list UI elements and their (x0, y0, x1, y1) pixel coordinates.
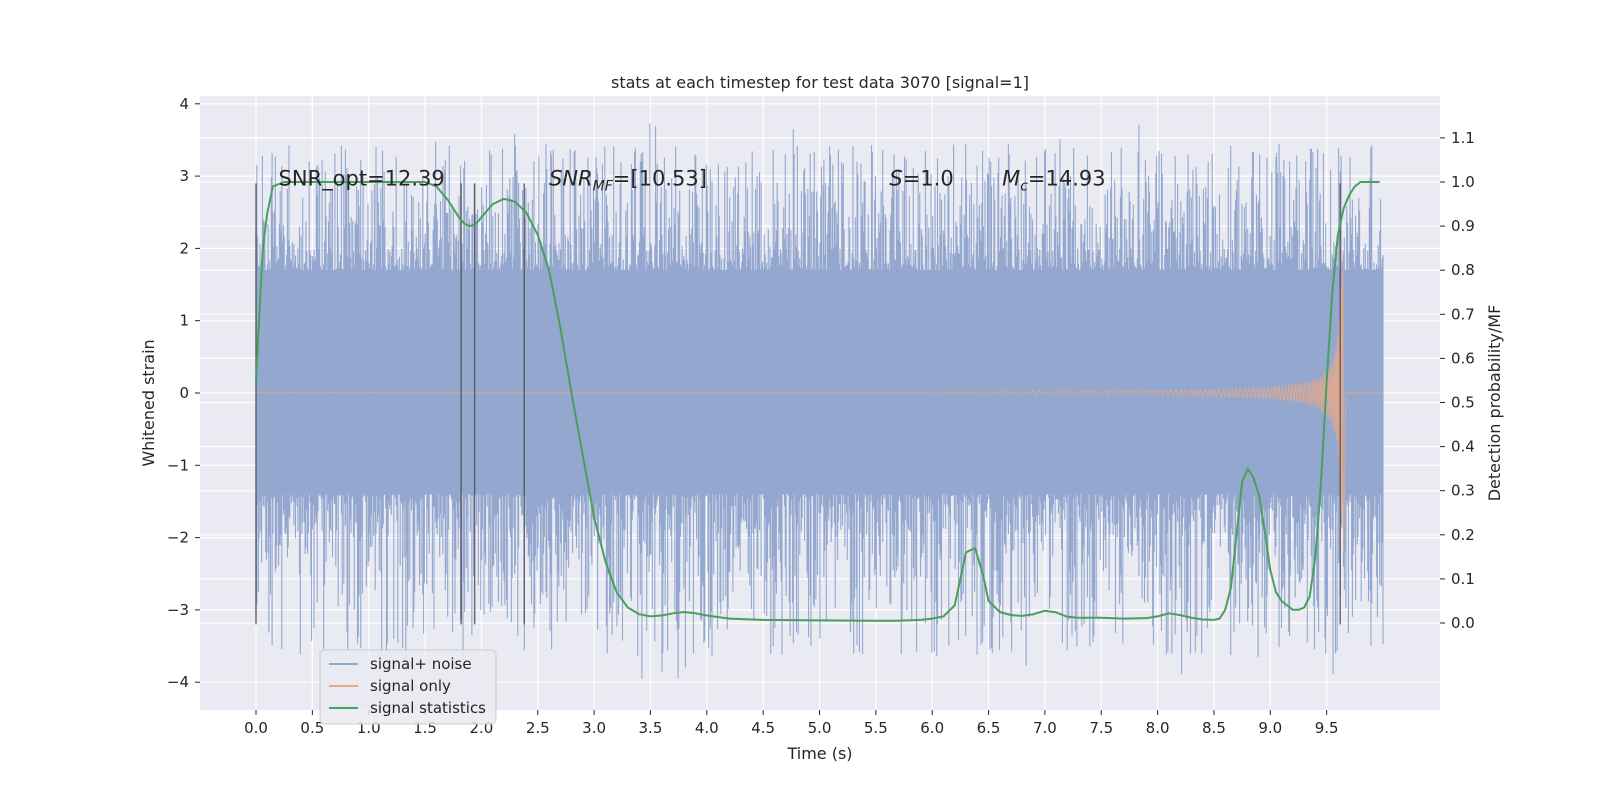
y-tick-label: −4 (167, 673, 189, 691)
x-tick-label: 4.0 (695, 719, 719, 737)
annotation-2: S=1.0 (889, 166, 953, 190)
y-right-tick-label: 0.3 (1451, 482, 1475, 500)
annotation-1: SNRMF=[10.53] (549, 166, 707, 194)
x-tick-label: 5.0 (808, 719, 832, 737)
y-right-tick-label: 0.7 (1451, 305, 1475, 323)
x-axis-label: Time (s) (786, 744, 852, 763)
legend-label-stats: signal statistics (370, 699, 486, 717)
x-tick-label: 9.0 (1258, 719, 1282, 737)
y-right-tick-label: 0.6 (1451, 349, 1475, 367)
y-right-tick-label: 0.5 (1451, 394, 1475, 412)
y-axis-label: Whitened strain (139, 339, 158, 466)
legend-label-noise: signal+ noise (370, 655, 472, 673)
x-tick-label: 7.0 (1033, 719, 1057, 737)
y-tick-label: 2 (179, 239, 189, 257)
annotation-0: SNR_opt=12.39 (279, 166, 445, 191)
y-right-tick-label: 0.9 (1451, 217, 1475, 235)
signal-noise-series (255, 123, 1384, 679)
annotation-rest: =[10.53] (613, 166, 707, 190)
signal-statistics-line (255, 181, 1380, 622)
y-right-tick-label: 1.0 (1451, 173, 1475, 191)
annotation-main: SNR_opt=12.39 (279, 166, 445, 191)
y-right-tick-label: 0.2 (1451, 526, 1475, 544)
annotation-main: M (1002, 166, 1020, 190)
chart-title: stats at each timestep for test data 307… (611, 73, 1029, 92)
y-right-tick-label: 0.4 (1451, 438, 1475, 456)
x-tick-label: 8.5 (1202, 719, 1226, 737)
vertical-markers (255, 183, 1341, 625)
y-right-tick-label: 0.1 (1451, 570, 1475, 588)
y-tick-label: −2 (167, 529, 189, 547)
x-tick-label: 8.0 (1146, 719, 1170, 737)
annotation-main: S (889, 166, 902, 190)
x-tick-label: 3.5 (639, 719, 663, 737)
x-tick-label: 9.5 (1315, 719, 1339, 737)
y-axis-ticks: −4 −3 −2 −1 0 1 2 3 4 (167, 95, 200, 691)
y-tick-label: 1 (179, 312, 189, 330)
x-tick-label: 2.5 (526, 719, 550, 737)
signal-only-line (256, 250, 1383, 553)
annotation-rest: =14.93 (1028, 166, 1106, 190)
x-tick-label: 7.5 (1089, 719, 1113, 737)
y-axis-right-label: Detection probability/MF (1485, 305, 1504, 502)
y-tick-label: 4 (179, 95, 189, 113)
annotation-3: Mc=14.93 (1002, 166, 1106, 194)
signal-only-series (256, 250, 1383, 553)
x-tick-label: 0.5 (300, 719, 324, 737)
annotation-sub: MF (593, 178, 614, 194)
y-right-tick-label: 0.0 (1451, 614, 1475, 632)
y-right-tick-label: 0.8 (1451, 261, 1475, 279)
legend-box (319, 649, 497, 725)
x-tick-label: 6.0 (920, 719, 944, 737)
x-tick-label: 5.5 (864, 719, 888, 737)
annotation-main: SNR (549, 166, 593, 190)
x-tick-label: 6.5 (977, 719, 1001, 737)
y-right-tick-label: 1.1 (1451, 129, 1475, 147)
legend-label-signal: signal only (370, 677, 451, 695)
y-axis-right-ticks: 0.0 0.1 0.2 0.3 0.4 0.5 0.6 0.7 0.8 0.9 1.0 1.1 (1440, 129, 1475, 632)
y-tick-label: 3 (179, 167, 189, 185)
y-tick-label: −3 (167, 601, 189, 619)
annotation-rest: =1.0 (903, 166, 954, 190)
y-tick-label: 0 (179, 384, 189, 402)
x-tick-label: 0.0 (244, 719, 268, 737)
x-tick-label: 3.0 (582, 719, 606, 737)
annotation-sub: c (1020, 178, 1028, 194)
y-tick-label: −1 (167, 456, 189, 474)
legend: signal+ noise signal only signal statist… (319, 649, 497, 725)
x-tick-label: 4.5 (751, 719, 775, 737)
signal-statistics-series (255, 181, 1380, 622)
annotations: SNR_opt=12.39 SNRMF=[10.53] S=1.0 Mc=14.93 (279, 166, 1106, 194)
